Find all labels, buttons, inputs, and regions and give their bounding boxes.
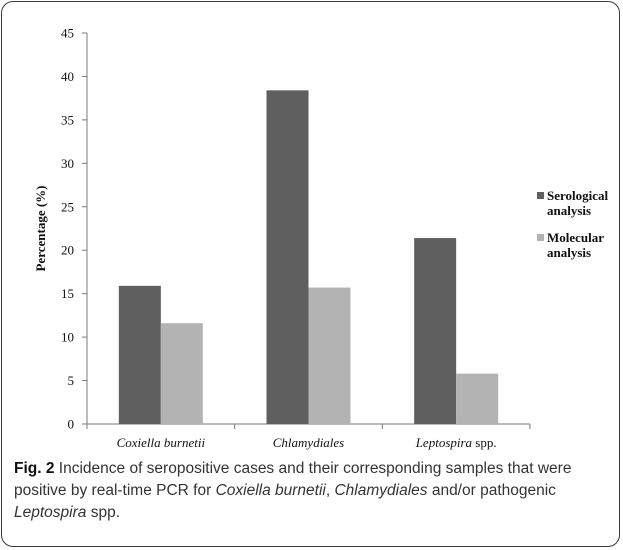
bar-serological (266, 90, 309, 424)
x-axis-categories: Coxiella burnetii Chlamydiales Leptospira … (117, 435, 497, 450)
legend-label: Serological (547, 188, 609, 203)
bar-serological (118, 285, 161, 424)
bar-molecular (160, 323, 203, 424)
figure-label: Fig. 2 (14, 460, 55, 477)
bar-molecular (308, 287, 351, 424)
y-tick-label: 35 (61, 112, 74, 127)
x-category-label: Coxiella burnetii (117, 435, 206, 450)
legend-swatch (537, 192, 544, 199)
y-tick-label: 5 (68, 373, 75, 388)
legend-label: Molecular (547, 230, 604, 245)
y-tick-label: 30 (61, 156, 74, 171)
caption-text-1: Incidence of seropositive cases and thei… (14, 460, 572, 499)
caption-italic-2: Chlamydiales (334, 482, 428, 499)
bar-serological (414, 238, 457, 424)
legend-label: analysis (547, 203, 591, 218)
y-tick-label: 10 (61, 330, 74, 345)
caption-italic-1: Coxiella burnetii (215, 482, 326, 499)
bar-chart: 0 5 10 15 20 25 30 35 40 45 Coxiella burnetii Chla… (33, 26, 609, 451)
caption-text-2: , (325, 482, 335, 499)
y-tick-label: 45 (61, 26, 74, 41)
caption-italic-3: Leptospira (14, 504, 87, 521)
y-axis-label: Percentage (%) (33, 185, 48, 271)
figure-caption: Fig. 2 Incidence of seropositive cases a… (14, 458, 610, 524)
y-tick-label: 0 (68, 417, 75, 432)
y-tick-label: 20 (61, 243, 74, 258)
y-tick-label: 15 (61, 286, 74, 301)
legend-swatch (537, 234, 544, 241)
y-tick-label: 40 (61, 69, 74, 84)
x-category-label: Leptospira spp. (415, 435, 497, 450)
x-category-label: Chlamydiales (273, 435, 345, 450)
y-tick-label: 25 (61, 199, 74, 214)
caption-text-3: and/or pathogenic (427, 482, 556, 499)
legend-label: analysis (547, 245, 591, 260)
bar-molecular (456, 373, 499, 424)
y-axis-ticks: 0 5 10 15 20 25 30 35 40 45 (61, 26, 87, 432)
caption-text-4: spp. (86, 504, 120, 521)
chart-bars (118, 90, 499, 424)
